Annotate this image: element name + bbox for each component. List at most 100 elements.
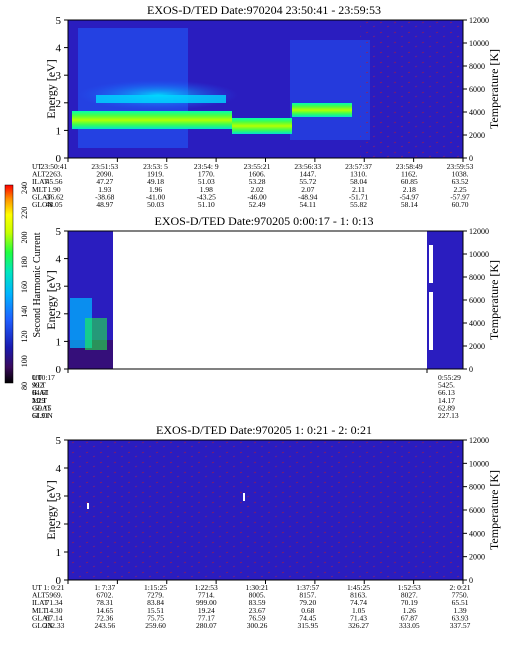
- table-cell: 1.05: [352, 606, 365, 615]
- panel-3-white-marker-1: [87, 503, 89, 509]
- table-row-label: GLON: [32, 200, 53, 209]
- table-row-label: MLT: [32, 606, 48, 615]
- y2-tick-label: 4000: [469, 319, 485, 328]
- table-cell: 999.00: [196, 598, 217, 607]
- panel-3-y-ticks: 0 1 2 3 4 5: [56, 435, 68, 587]
- table-cell: 79.20: [299, 598, 316, 607]
- table-row-label: ILAT: [32, 388, 49, 397]
- colorbar-tick-label: 140: [20, 306, 29, 318]
- table-cell: -59.15: [32, 403, 52, 412]
- panel-1-band-right: [292, 103, 352, 117]
- y-tick-label: 1: [56, 547, 62, 559]
- y-tick-label: 4: [56, 254, 62, 266]
- table-cell: 52.49: [249, 200, 266, 209]
- table-cell: 315.95: [297, 621, 318, 630]
- table-cell: -51.71: [349, 192, 369, 201]
- y-tick-label: 1: [56, 336, 62, 348]
- table-cell: 300.26: [247, 621, 268, 630]
- panel-3-title: EXOS-D/TED Date:970205 1: 0:21 - 2: 0:21: [156, 423, 372, 437]
- table-cell: 23:50:41: [41, 162, 68, 171]
- y2-tick-label: 12000: [469, 16, 489, 25]
- panel-2-white-marker-2: [429, 292, 433, 350]
- table-cell: 50.03: [147, 200, 164, 209]
- panel-1-y2label: Temperature [K]: [487, 49, 501, 129]
- y2-tick-label: 12000: [469, 227, 489, 236]
- y2-tick-label: 0: [469, 365, 473, 374]
- y-tick-label: 2: [56, 519, 62, 531]
- table-cell: 60.70: [452, 200, 469, 209]
- table-cell: 48.05: [46, 200, 63, 209]
- panel-2-title: EXOS-D/TED Date:970205 0:00:17 - 1: 0:13: [155, 214, 374, 228]
- table-cell: 1: 7:37: [94, 583, 115, 592]
- table-cell: 2.07: [301, 185, 314, 194]
- y-tick-label: 1: [56, 125, 62, 137]
- table-cell: 337.57: [450, 621, 471, 630]
- table-cell: 1.39: [453, 606, 466, 615]
- colorbar-tick-label: 200: [20, 232, 29, 244]
- table-cell: 72.36: [96, 613, 113, 622]
- y2-tick-label: 10000: [469, 250, 489, 259]
- table-cell: 2.29: [32, 396, 45, 405]
- table-cell: 1310.: [350, 170, 367, 179]
- table-cell: 1: 0:21: [43, 583, 64, 592]
- panel-1-band-mid: [232, 118, 292, 134]
- table-cell: 8005.: [249, 591, 266, 600]
- table-cell: 51.10: [198, 200, 215, 209]
- panel-2-y-ticks: 0 1 2 3 4 5: [56, 226, 68, 376]
- table-cell: 14.30: [46, 606, 63, 615]
- table-cell: 58.04: [350, 177, 367, 186]
- table-cell: -43.25: [197, 192, 217, 201]
- panel-2-frame: [67, 230, 464, 370]
- table-cell: 1:15:25: [144, 583, 167, 592]
- table-cell: 83.59: [249, 598, 266, 607]
- table-row-label: UT: [32, 373, 42, 382]
- y2-tick-label: 4000: [469, 108, 485, 117]
- table-cell: 8157.: [299, 591, 316, 600]
- table-cell: 1.26: [403, 606, 416, 615]
- colorbar-tick-label: 80: [20, 382, 29, 390]
- table-cell: 227.13: [438, 411, 459, 420]
- y-tick-label: 3: [56, 281, 62, 293]
- table-cell: 23:58:49: [396, 162, 423, 171]
- colorbar: 240 220 200 180 160 140 120 100 80 Second Harmon…: [4, 182, 43, 390]
- panel-2-ylabel: Energy [eV]: [44, 270, 58, 329]
- table-cell: 5969.: [46, 591, 63, 600]
- table-cell: 992: [32, 381, 44, 390]
- y-tick-label: 3: [56, 70, 62, 82]
- table-row-label: GLON: [32, 621, 53, 630]
- y2-tick-label: 6000: [469, 506, 485, 515]
- panel-3-white-marker-2: [243, 493, 245, 501]
- colorbar-label: Second Harmonic Current: [32, 232, 43, 337]
- y2-tick-label: 8000: [469, 62, 485, 71]
- table-cell: 8027.: [401, 591, 418, 600]
- panel-2-green-streak: [85, 318, 107, 350]
- table-cell: 14.17: [438, 396, 455, 405]
- table-cell: 74.45: [299, 613, 316, 622]
- y2-tick-label: 0: [469, 576, 473, 585]
- table-row-label: ALT: [32, 591, 46, 600]
- y2-tick-label: 8000: [469, 273, 485, 282]
- colorbar-tick-label: 180: [20, 256, 29, 268]
- panel-1-specks: [360, 20, 463, 158]
- table-cell: 67.14: [46, 613, 63, 622]
- table-cell: 6702.: [96, 591, 113, 600]
- table-cell: 1.98: [200, 185, 213, 194]
- table-cell: 55.82: [350, 200, 367, 209]
- panel-1-blue-bursts-2: [290, 40, 370, 140]
- table-row-label: ILAT: [32, 598, 49, 607]
- y2-tick-label: 10000: [469, 39, 489, 48]
- table-cell: 8163.: [350, 591, 367, 600]
- table-cell: 1.96: [149, 185, 162, 194]
- table-cell: 70.19: [401, 598, 418, 607]
- table-cell: 19.24: [198, 606, 215, 615]
- table-cell: 1:37:57: [296, 583, 319, 592]
- table-cell: 78.31: [96, 598, 113, 607]
- table-cell: 14.65: [96, 606, 113, 615]
- table-cell: 23:59:53: [447, 162, 474, 171]
- table-cell: 259.60: [145, 621, 166, 630]
- y2-tick-label: 8000: [469, 483, 485, 492]
- y2-tick-label: 2000: [469, 342, 485, 351]
- panel-2-white-marker-1: [429, 245, 433, 283]
